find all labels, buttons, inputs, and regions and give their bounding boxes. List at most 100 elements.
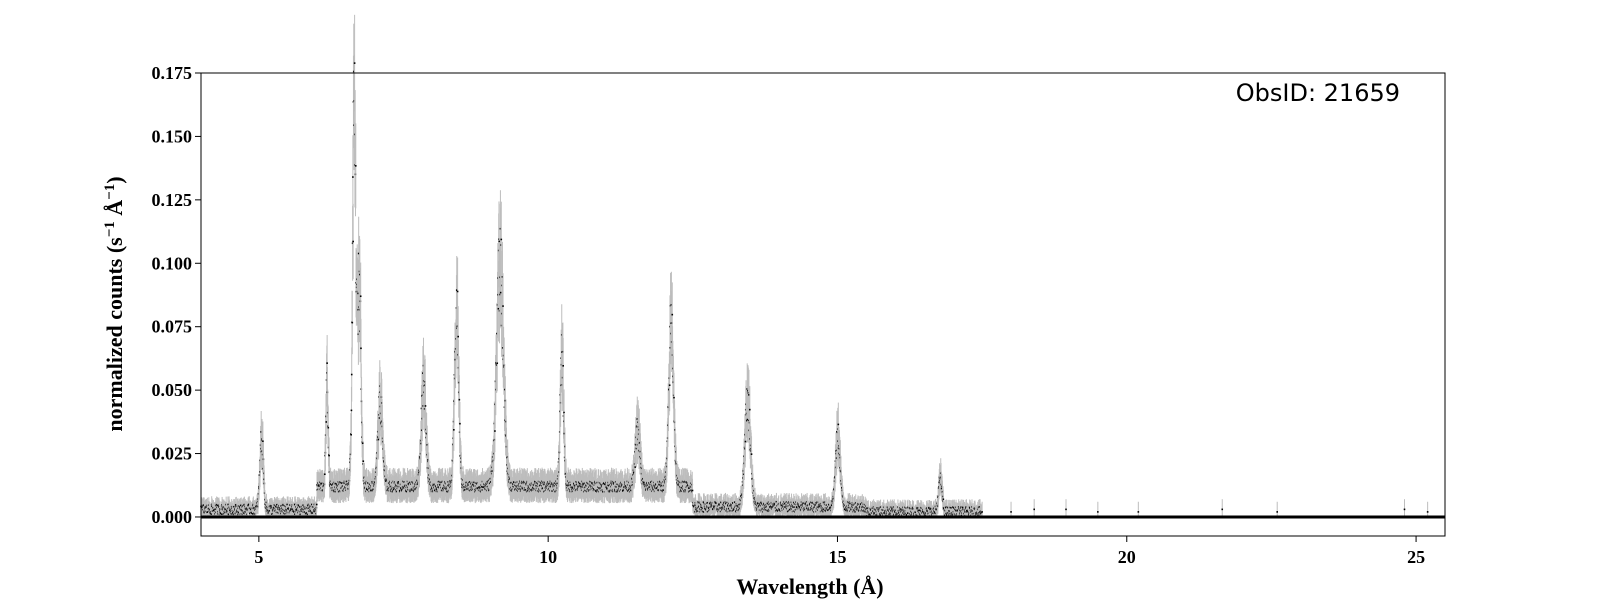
data-point xyxy=(691,489,694,492)
data-point xyxy=(311,503,313,506)
data-point xyxy=(325,421,328,423)
data-point xyxy=(210,513,213,515)
data-point xyxy=(499,227,502,230)
data-point xyxy=(380,421,383,424)
data-point xyxy=(703,511,705,513)
data-point xyxy=(221,513,223,515)
data-point xyxy=(424,405,427,407)
data-point xyxy=(234,512,237,515)
data-point xyxy=(420,429,423,432)
data-point xyxy=(669,346,672,349)
data-point xyxy=(871,507,874,510)
data-point xyxy=(422,405,424,407)
data-point xyxy=(837,423,840,426)
data-point xyxy=(503,364,505,367)
data-point xyxy=(350,433,352,436)
data-point xyxy=(352,240,354,243)
data-point xyxy=(719,510,722,513)
data-point xyxy=(854,502,857,504)
data-point xyxy=(494,430,496,432)
data-point xyxy=(358,308,361,311)
data-point xyxy=(350,409,353,412)
data-point xyxy=(670,304,673,306)
data-point xyxy=(351,321,354,324)
data-point xyxy=(760,501,762,504)
data-point xyxy=(362,460,365,463)
data-point xyxy=(697,510,699,512)
data-point xyxy=(458,398,461,401)
data-point xyxy=(746,388,749,390)
data-point xyxy=(775,500,778,503)
data-point xyxy=(746,419,748,422)
data-point xyxy=(327,426,330,429)
data-point xyxy=(503,388,506,391)
data-point xyxy=(351,242,354,245)
data-point xyxy=(748,394,750,396)
data-point xyxy=(360,347,362,350)
data-point xyxy=(377,438,380,441)
data-point xyxy=(456,290,459,293)
data-point xyxy=(742,473,745,475)
data-point xyxy=(877,507,880,509)
data-point xyxy=(562,364,565,367)
data-point xyxy=(265,501,268,504)
data-point xyxy=(747,419,750,422)
data-point xyxy=(835,457,838,459)
data-point xyxy=(306,513,309,516)
data-point xyxy=(240,504,243,507)
data-point xyxy=(495,364,498,366)
data-point xyxy=(326,362,328,364)
data-point xyxy=(354,165,357,167)
data-point xyxy=(849,502,851,505)
data-point xyxy=(359,295,362,298)
data-point xyxy=(792,501,795,504)
data-point xyxy=(260,431,262,433)
data-point xyxy=(501,347,504,349)
data-point xyxy=(350,373,353,376)
data-point xyxy=(286,503,289,506)
data-point xyxy=(232,505,235,508)
data-point xyxy=(315,503,318,506)
data-point xyxy=(911,506,914,509)
data-point xyxy=(879,506,882,509)
data-point xyxy=(501,276,504,278)
data-point xyxy=(673,396,675,399)
data-point xyxy=(499,291,502,294)
data-point xyxy=(294,513,296,515)
data-point xyxy=(498,240,501,243)
data-point xyxy=(361,442,364,445)
data-point xyxy=(243,512,245,514)
data-point xyxy=(251,513,254,515)
data-point xyxy=(352,176,354,178)
data-point xyxy=(767,510,770,513)
data-point xyxy=(853,503,856,505)
data-point xyxy=(422,372,424,374)
data-point xyxy=(324,473,326,476)
data-point xyxy=(271,513,273,515)
data-point xyxy=(262,440,264,443)
data-point xyxy=(243,503,246,506)
data-point xyxy=(668,384,671,387)
data-point xyxy=(886,506,889,509)
data-point xyxy=(378,417,381,419)
data-point xyxy=(276,503,279,506)
data-point xyxy=(744,440,747,443)
data-point xyxy=(423,408,426,410)
data-point xyxy=(455,289,458,291)
data-point xyxy=(353,62,356,64)
data-point xyxy=(357,333,360,336)
data-point xyxy=(427,458,429,461)
data-point xyxy=(908,506,911,509)
data-point xyxy=(500,238,503,241)
data-point xyxy=(496,332,498,335)
data-point xyxy=(456,325,459,328)
data-point xyxy=(425,432,428,435)
data-point xyxy=(352,70,355,73)
data-point xyxy=(909,507,912,510)
data-point xyxy=(453,429,455,431)
data-point xyxy=(749,408,751,411)
data-point xyxy=(671,313,674,316)
data-point xyxy=(746,418,749,421)
data-point xyxy=(357,252,360,255)
